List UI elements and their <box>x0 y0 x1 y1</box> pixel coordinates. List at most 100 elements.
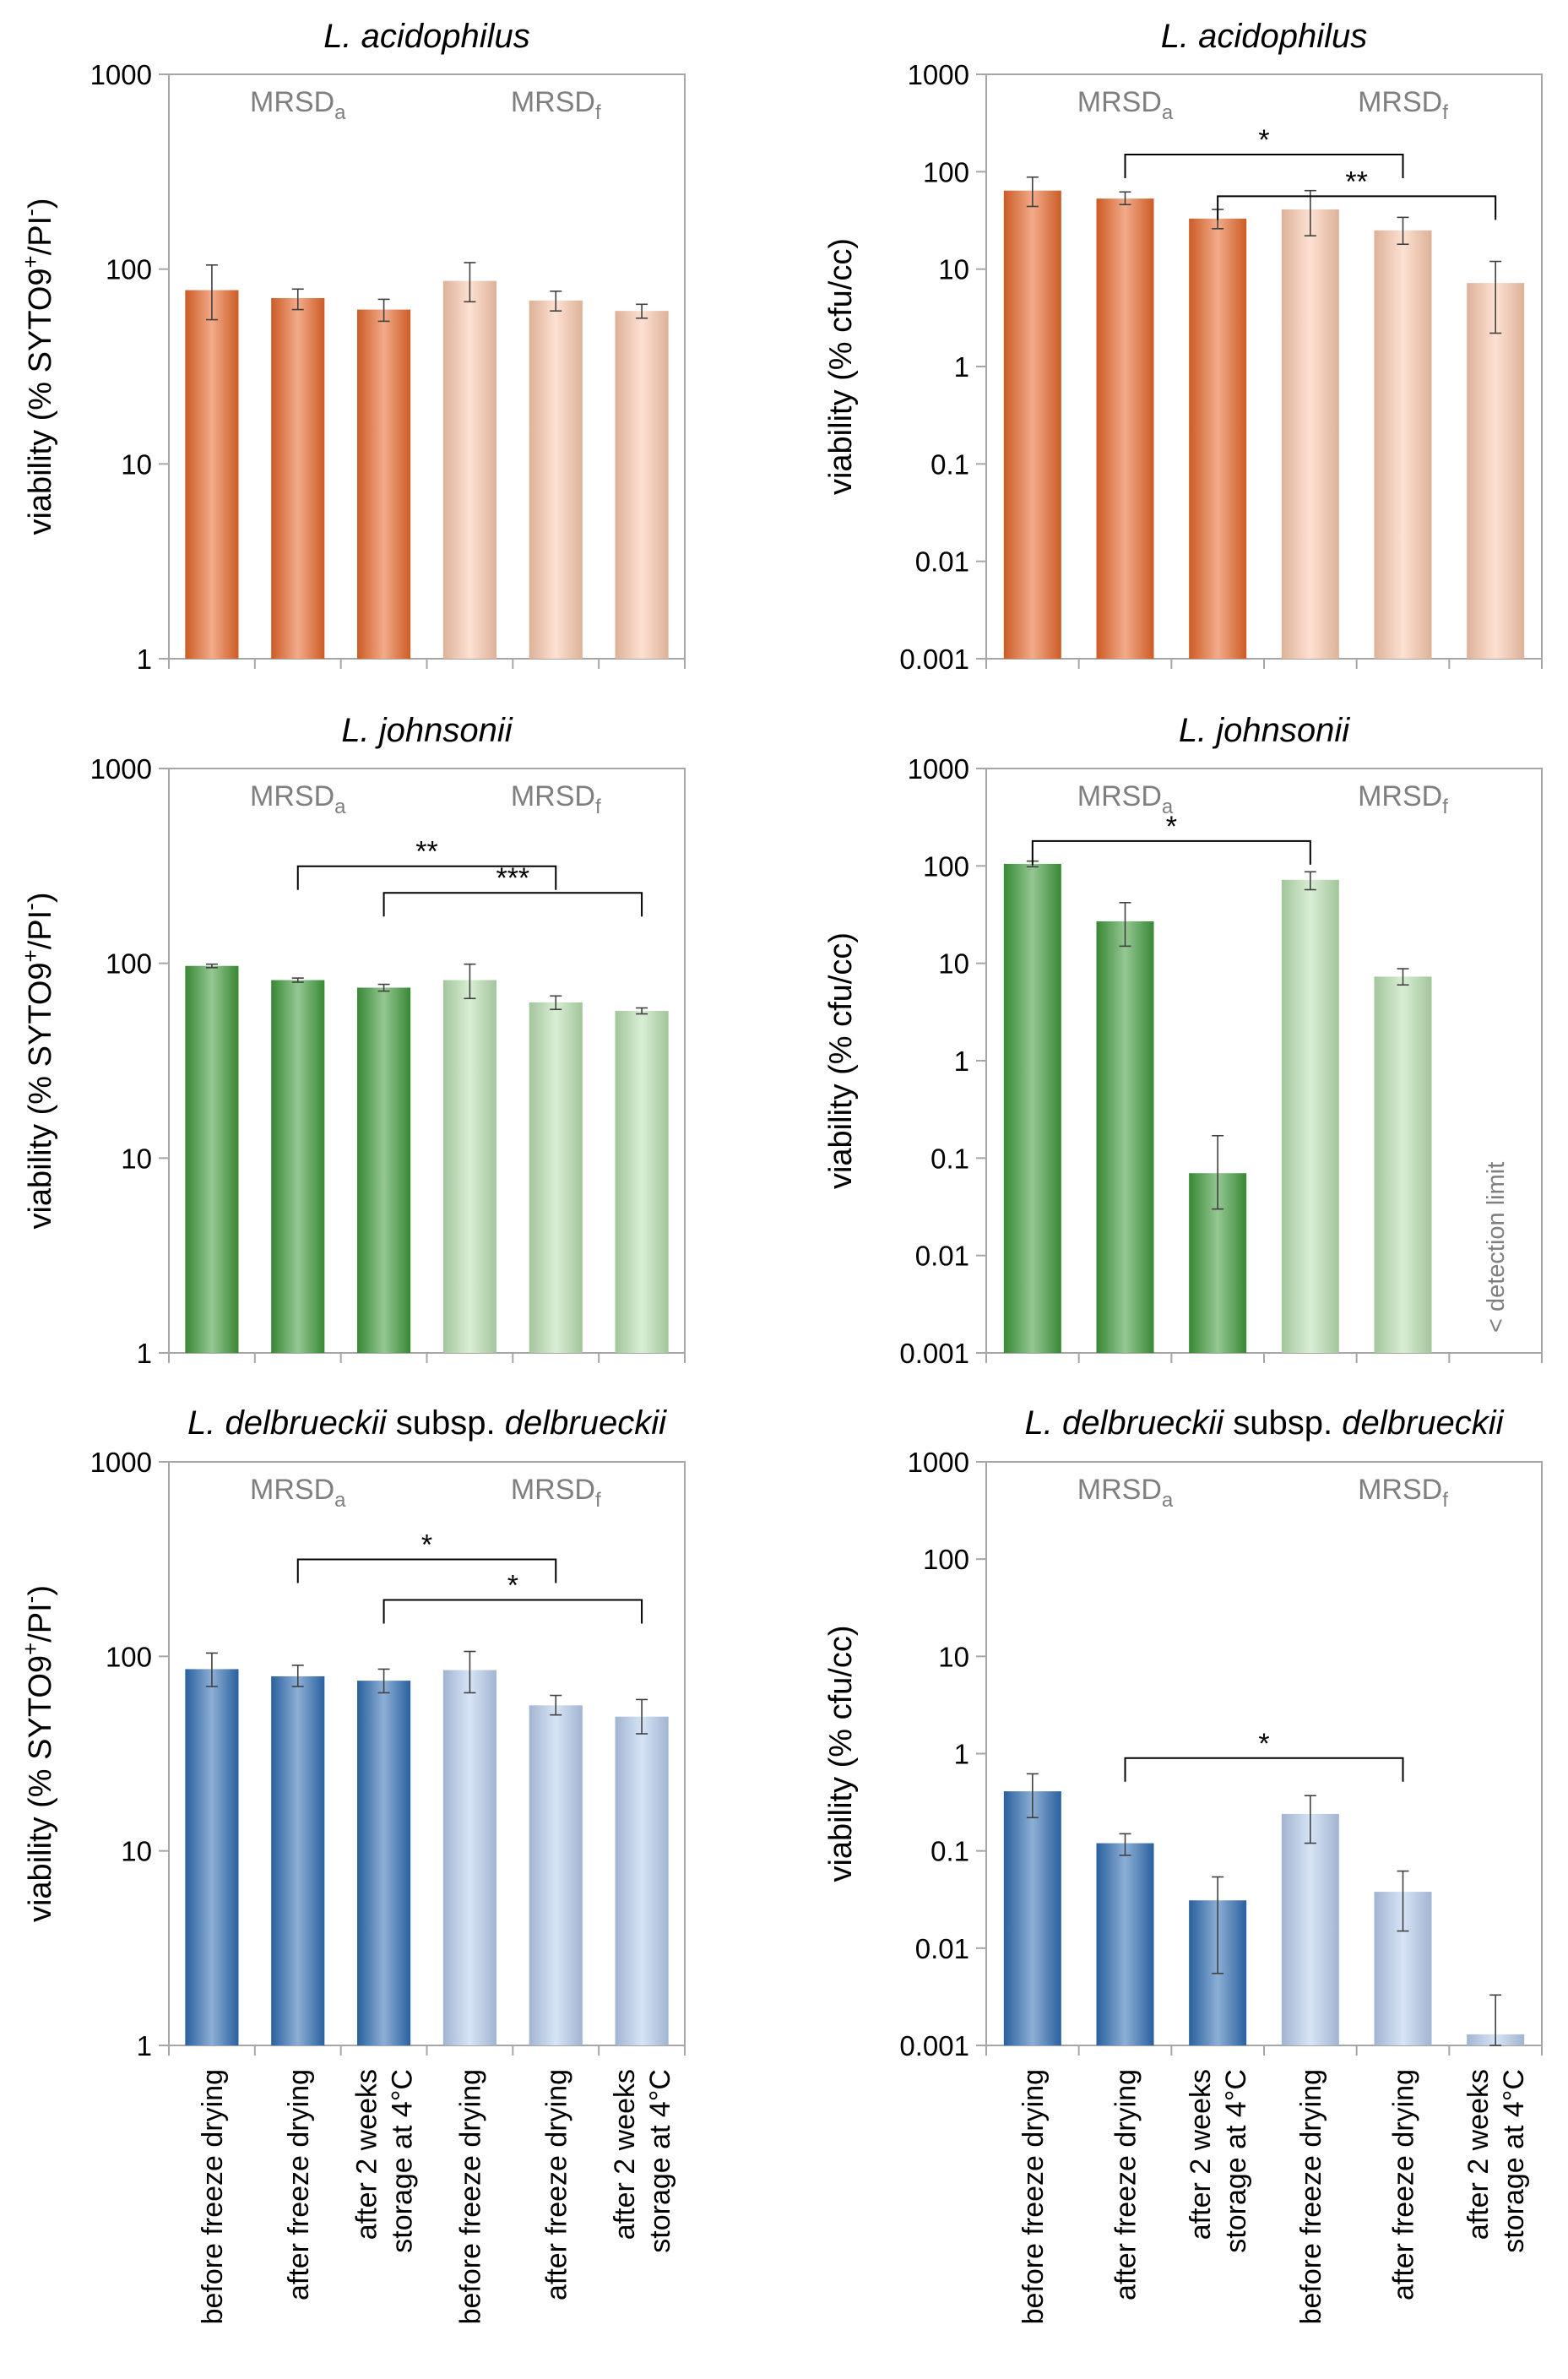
y-tick-label: 10 <box>938 1641 969 1672</box>
y-tick-label: 0.1 <box>930 1143 969 1174</box>
y-axis-label-sup: + <box>18 949 43 962</box>
y-axis-label-sup: + <box>18 255 43 268</box>
y-axis-label: viability (% SYTO9+/PI-) <box>18 892 58 1229</box>
y-tick-label: 100 <box>106 948 152 980</box>
x-category-label: after freeze drying <box>1110 2069 1142 2300</box>
bar <box>529 300 583 659</box>
bar <box>185 965 239 1353</box>
bar <box>357 309 411 659</box>
y-axis-label-text: viability (% cfu/cc) <box>823 932 859 1189</box>
bar <box>442 1670 496 2045</box>
group-label-subscript: f <box>1442 1489 1448 1512</box>
bar <box>1003 1791 1061 2045</box>
chart-title: L. johnsonii <box>341 712 513 749</box>
bar <box>185 290 239 659</box>
significance-label: ** <box>1345 166 1367 198</box>
y-axis-label-text: viability (% cfu/cc) <box>823 1625 859 1882</box>
y-tick-label: 1000 <box>908 753 969 785</box>
x-category-label: storage at 4°C <box>644 2069 676 2253</box>
group-label-mrsdf: MRSDf <box>511 1474 601 1512</box>
y-axis-label-text: ) <box>23 198 58 209</box>
x-category-label: before freeze drying <box>1017 2069 1050 2324</box>
y-tick-label: 1000 <box>90 1447 152 1478</box>
y-tick-label: 1 <box>954 1739 969 1770</box>
bar <box>1281 1813 1339 2045</box>
group-label-mrsda: MRSDa <box>1077 1474 1174 1512</box>
significance-bracket <box>383 892 643 917</box>
bar <box>1374 976 1432 1353</box>
group-label-mrsda: MRSDa <box>250 780 346 818</box>
y-axis-label-sup: - <box>18 903 43 910</box>
group-label-subscript: f <box>595 1489 601 1512</box>
group-label-mrsda: MRSDa <box>250 86 346 124</box>
x-category-label: after freeze drying <box>1388 2069 1420 2300</box>
group-label-subscript: f <box>1442 796 1448 818</box>
x-category-label: before freeze drying <box>1295 2069 1327 2324</box>
significance-label: ** <box>415 836 437 868</box>
bar <box>1096 198 1154 659</box>
chart-title-species: L. delbrueckii <box>1025 1404 1225 1442</box>
y-axis-label-sup: + <box>18 1643 43 1655</box>
y-tick-label: 10 <box>121 448 152 480</box>
chart-title-subsp: subsp. <box>387 1404 505 1442</box>
significance-label: * <box>1258 1728 1269 1760</box>
y-axis-label: viability (% cfu/cc) <box>823 1625 859 1882</box>
y-tick-label: 0.01 <box>915 1933 969 1964</box>
x-category-label: before freeze drying <box>454 2069 486 2324</box>
plot-frame <box>168 73 686 660</box>
chart-title-species: L. acidophilus <box>1161 18 1368 55</box>
group-label-subscript: a <box>1162 101 1174 124</box>
chart-title-subspecies: delbrueckii <box>505 1404 667 1442</box>
y-axis-label-text: /PI <box>23 216 58 255</box>
bar <box>1374 230 1432 659</box>
group-label-base: MRSD <box>1077 1474 1162 1506</box>
x-category-label: after 2 weeks <box>1185 2069 1217 2240</box>
y-axis-label: viability (% SYTO9+/PI-) <box>18 1585 58 1922</box>
bar <box>357 1681 411 2045</box>
y-tick-label: 0.01 <box>915 546 969 578</box>
group-label-base: MRSD <box>511 780 595 812</box>
plot-frame <box>985 73 1543 660</box>
y-tick-label: 1000 <box>90 59 152 90</box>
group-label-base: MRSD <box>511 1474 595 1506</box>
y-tick-label: 100 <box>106 1641 152 1672</box>
bar <box>615 1716 669 2045</box>
group-label-base: MRSD <box>250 86 334 118</box>
chart-title: L. acidophilus <box>1161 18 1368 55</box>
y-tick-label: 10 <box>121 1143 152 1174</box>
y-tick-label: 10 <box>938 948 969 980</box>
chart-title-species: L. acidophilus <box>323 18 530 55</box>
y-axis-label-text: viability (% SYTO9 <box>23 962 58 1229</box>
group-label-subscript: f <box>595 101 601 124</box>
group-label-subscript: a <box>334 1489 346 1512</box>
group-label-base: MRSD <box>1358 780 1442 812</box>
x-category-label: storage at 4°C <box>1220 2069 1252 2253</box>
bar <box>271 1676 325 2045</box>
bar <box>615 311 669 659</box>
group-label-mrsdf: MRSDf <box>1358 780 1448 818</box>
significance-label: *** <box>496 862 529 894</box>
significance-label: * <box>1258 124 1269 156</box>
significance-label: * <box>507 1570 518 1602</box>
chart-panel-2: 0.001 0.01 0.1 1 10 100 1000 L. acidophilus viab… <box>823 18 1543 675</box>
x-category-label: after 2 weeks <box>351 2069 383 2240</box>
significance-bracket <box>1217 195 1497 220</box>
group-label-base: MRSD <box>1358 1474 1442 1506</box>
y-tick-label: 10 <box>938 254 969 285</box>
y-tick-label: 1 <box>137 644 152 675</box>
chart-title-subsp: subsp. <box>1223 1404 1342 1442</box>
y-tick-label: 1 <box>137 2030 152 2061</box>
bar <box>1096 921 1154 1353</box>
bar <box>442 980 496 1353</box>
group-label-base: MRSD <box>250 780 334 812</box>
plot-frame <box>985 768 1543 1354</box>
y-axis-label-text: ) <box>23 1585 58 1596</box>
significance-bracket <box>296 865 557 890</box>
chart-title: L. delbrueckii subsp. delbrueckii <box>187 1404 667 1442</box>
y-axis-label-sup: - <box>18 209 43 216</box>
bar <box>1003 863 1061 1353</box>
bar <box>529 1002 583 1353</box>
x-category-label: after freeze drying <box>283 2069 315 2300</box>
group-label-base: MRSD <box>511 86 595 118</box>
